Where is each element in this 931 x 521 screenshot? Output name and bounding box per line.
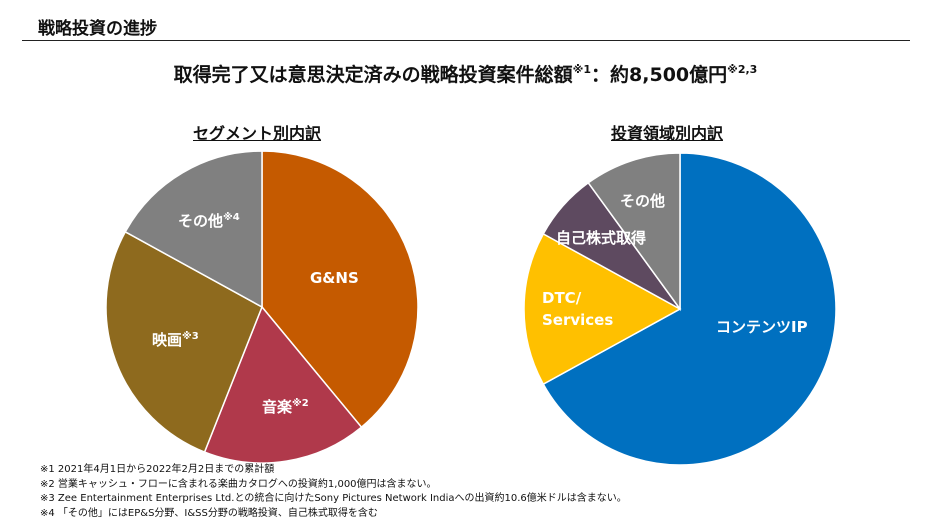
slice-label: DTC/	[542, 289, 582, 307]
area-pie: コンテンツIP DTC/Services 自己株式取得 その他	[524, 153, 836, 465]
footnote-3: ※3 Zee Entertainment Enterprises Ltd.との統…	[40, 492, 627, 507]
footnote-1: ※1 2021年4月1日から2022年2月2日までの累計額	[40, 463, 627, 478]
slice-label: Services	[542, 311, 613, 329]
slice-label: G&NS	[310, 269, 359, 287]
footnote-2: ※2 営業キャッシュ・フローに含まれる楽曲カタログへの投資約1,000億円は含ま…	[40, 478, 627, 493]
footnotes: ※1 2021年4月1日から2022年2月2日までの累計額 ※2 営業キャッシュ…	[40, 463, 627, 521]
footnote-4: ※4 「その他」にはEP&S分野、I&SS分野の戦略投資、自己株式取得を含む	[40, 507, 627, 521]
slice-label: 自己株式取得	[556, 229, 646, 247]
slice-label: その他	[620, 192, 665, 210]
slice-label: コンテンツIP	[716, 318, 808, 336]
